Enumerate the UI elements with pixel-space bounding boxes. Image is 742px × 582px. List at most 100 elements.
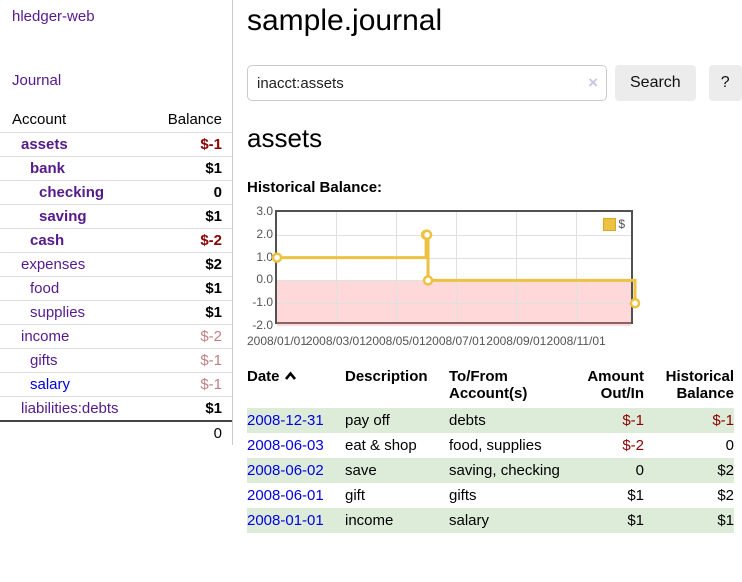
register-row[interactable]: 2008-06-03 eat & shop food, supplies $-2 0: [247, 433, 734, 458]
account-link-assets[interactable]: assets: [21, 135, 68, 153]
register-header-balance: Historical Balance: [665, 368, 734, 402]
app-title-link[interactable]: hledger-web: [12, 8, 95, 25]
account-balance: 0: [154, 180, 232, 205]
account-row: expenses $2: [0, 252, 232, 277]
account-balance: $-2: [154, 324, 232, 349]
chart-title: Historical Balance:: [247, 179, 383, 196]
gridline: [576, 212, 578, 322]
y-tick-label: -1.0: [252, 295, 273, 310]
chart-legend: $: [600, 215, 628, 233]
account-balance: $2: [154, 252, 232, 277]
register-cell-accounts: gifts: [449, 487, 477, 504]
account-balance: $-2: [154, 228, 232, 253]
register-cell-description: pay off: [345, 412, 390, 429]
y-tick-label: 1.0: [256, 249, 273, 264]
account-link-bank[interactable]: bank: [30, 159, 66, 177]
legend-label: $: [618, 217, 625, 231]
account-balance: $1: [154, 156, 232, 181]
account-link-income[interactable]: income: [21, 327, 70, 345]
register-cell-accounts: salary: [449, 512, 490, 529]
account-row: gifts $-1: [0, 348, 232, 373]
register-cell-balance: $-1: [712, 412, 734, 429]
main-content: sample.journal × Search ? assets Histori…: [233, 0, 742, 582]
register-cell-amount: $1: [627, 487, 644, 504]
clear-search-icon[interactable]: ×: [588, 73, 598, 92]
register-cell-date: 2008-06-01: [247, 483, 345, 508]
account-balance: $1: [154, 276, 232, 301]
register-cell-date: 2008-01-01: [247, 508, 345, 533]
register-header-accounts: To/From Account(s): [449, 368, 528, 402]
account-row: salary $-1: [0, 372, 232, 397]
account-link-supplies[interactable]: supplies: [30, 303, 86, 321]
register-header-date[interactable]: Date: [247, 364, 345, 408]
search-form: × Search ?: [247, 65, 742, 101]
register-row[interactable]: 2008-06-02 save saving, checking 0 $2: [247, 458, 734, 483]
account-row: assets $-1: [0, 132, 232, 157]
gridline: [395, 212, 397, 322]
accounts-header-account: Account: [0, 108, 155, 133]
account-link-food[interactable]: food: [30, 279, 60, 297]
y-tick-label: 0.0: [256, 272, 273, 287]
register-cell-amount: $-1: [622, 412, 644, 429]
register-cell-balance: $2: [717, 487, 734, 504]
gridline: [455, 212, 457, 322]
balance-series: [271, 229, 641, 309]
help-button[interactable]: ?: [708, 65, 742, 101]
account-balance: $-1: [154, 372, 232, 397]
accounts-total-balance: 0: [154, 419, 232, 445]
account-row: food $1: [0, 276, 232, 301]
current-account-title: assets: [247, 123, 323, 153]
search-input[interactable]: [247, 65, 607, 101]
page-title: sample.journal: [247, 4, 443, 37]
y-tick-label: 2.0: [256, 226, 273, 241]
account-balance: $-1: [154, 132, 232, 157]
chart-plot: 2008/11/01 2008/09/01 2008/07/01 2008/05/01…: [247, 204, 641, 348]
account-row: liabilities:debts $1: [0, 396, 232, 421]
register-cell-amount: $1: [627, 512, 644, 529]
account-balance: $1: [154, 300, 232, 325]
account-row: saving $1: [0, 204, 232, 229]
x-tick-label: 2008/03/01: [305, 334, 366, 348]
y-tick-label: -2.0: [252, 318, 273, 332]
account-link-expenses[interactable]: expenses: [21, 255, 86, 273]
account-link-checking[interactable]: checking: [39, 183, 105, 201]
register-cell-description: save: [345, 462, 377, 479]
register-cell-balance: $2: [717, 462, 734, 479]
transaction-date-link[interactable]: 2008-12-31: [247, 412, 324, 429]
transaction-date-link[interactable]: 2008-06-02: [247, 462, 324, 479]
account-link-saving[interactable]: saving: [39, 207, 87, 225]
register-row[interactable]: 2008-06-01 gift gifts $1 $2: [247, 483, 734, 508]
register-cell-balance: 0: [725, 437, 734, 454]
sidebar-item-journal[interactable]: Journal: [12, 72, 62, 89]
transaction-date-link[interactable]: 2008-06-01: [247, 487, 324, 504]
data-point: [271, 252, 283, 263]
account-link-liabilities-debts[interactable]: liabilities:debts: [21, 399, 119, 417]
transaction-date-link[interactable]: 2008-06-03: [247, 437, 324, 454]
transaction-date-link[interactable]: 2008-01-01: [247, 512, 324, 529]
register-cell-date: 2008-06-02: [247, 458, 345, 483]
data-point: [422, 275, 434, 286]
register-cell-date: 2008-06-03: [247, 433, 345, 458]
register-row[interactable]: 2008-01-01 income salary $1 $1: [247, 508, 734, 533]
register-row[interactable]: 2008-12-31 pay off debts $-1 $-1: [247, 408, 734, 433]
gridline: [335, 212, 337, 322]
gridline: [277, 303, 631, 305]
register-cell-amount: $-2: [622, 437, 644, 454]
account-row: bank $1: [0, 156, 232, 181]
accounts-table: Account Balance assets $-1 bank $1 checking 0…: [0, 108, 232, 445]
sort-ascending-icon: [284, 368, 297, 385]
account-link-gifts[interactable]: gifts: [30, 351, 58, 369]
account-row: supplies $1: [0, 300, 232, 325]
account-balance: $1: [154, 204, 232, 229]
register-cell-amount: 0: [635, 462, 644, 479]
account-link-cash[interactable]: cash: [30, 231, 65, 249]
search-button[interactable]: Search: [615, 65, 696, 101]
data-point: [421, 229, 433, 241]
register-cell-description: income: [345, 512, 394, 529]
account-link-salary[interactable]: salary: [30, 375, 71, 393]
account-row: income $-2: [0, 324, 232, 349]
x-tick-label: 2008/11/01: [546, 334, 606, 348]
account-row: cash $-2: [0, 228, 232, 253]
gridline: [277, 234, 631, 236]
account-balance: $-1: [154, 348, 232, 373]
